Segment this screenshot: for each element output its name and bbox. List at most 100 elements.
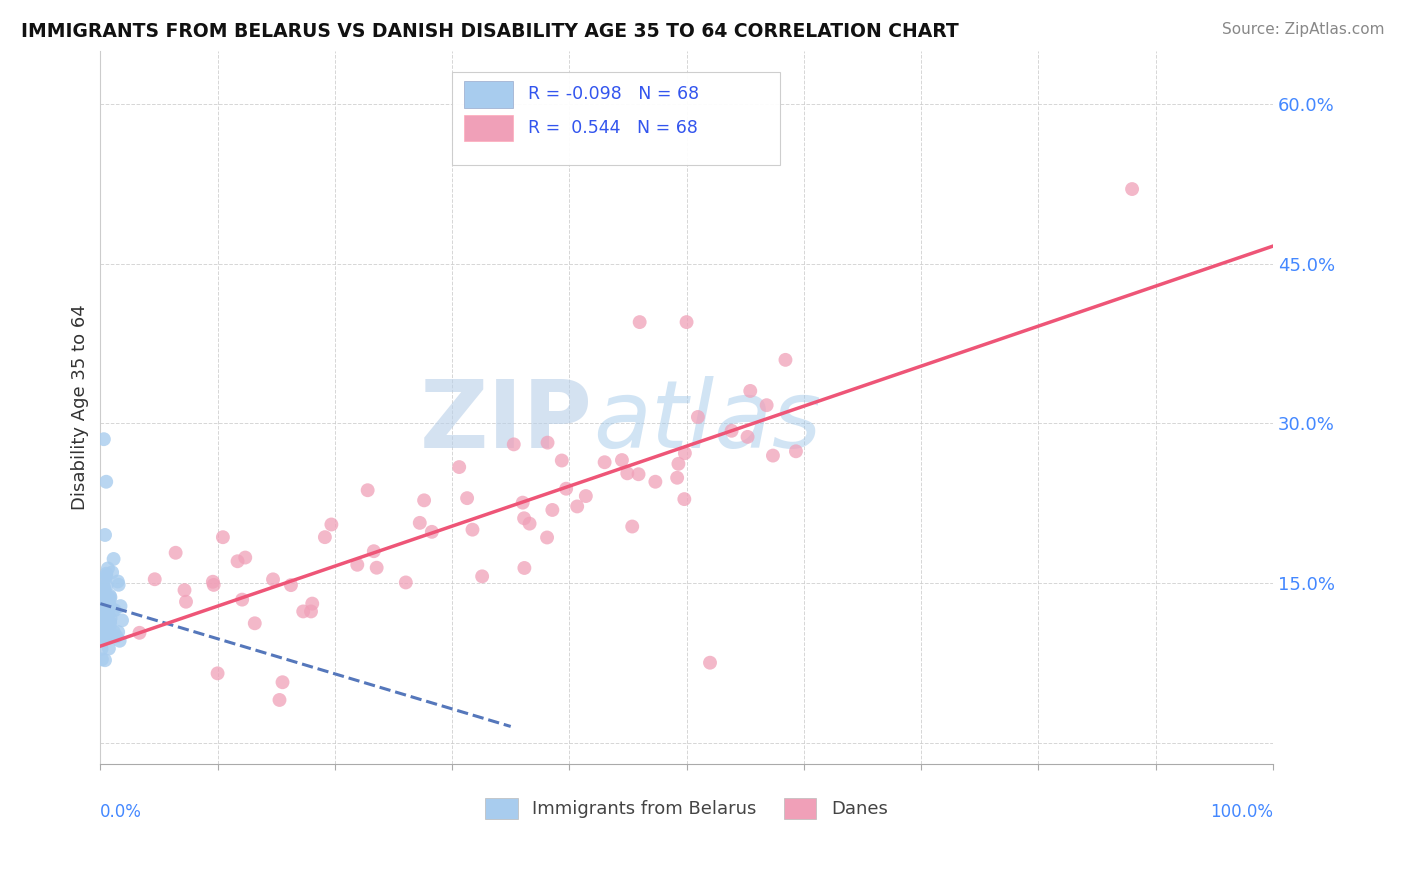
Text: R = -0.098   N = 68: R = -0.098 N = 68 — [529, 85, 699, 103]
Point — [668, 457, 690, 471]
Point — [243, 616, 266, 631]
Point — [775, 352, 797, 367]
Point — [107, 625, 129, 640]
Point — [165, 546, 187, 560]
Point — [541, 503, 564, 517]
Text: Source: ZipAtlas.com: Source: ZipAtlas.com — [1222, 22, 1385, 37]
Point — [96, 617, 118, 632]
Point — [593, 455, 616, 469]
Point — [94, 630, 117, 644]
Point — [740, 384, 762, 398]
Point — [105, 629, 128, 643]
Point — [356, 483, 378, 498]
Point — [456, 491, 478, 505]
Point — [90, 612, 112, 626]
Point — [202, 578, 225, 592]
FancyBboxPatch shape — [453, 72, 780, 165]
Point — [96, 566, 118, 581]
Point — [536, 531, 558, 545]
Point — [271, 675, 294, 690]
Point — [644, 475, 666, 489]
Point — [108, 633, 131, 648]
Point — [299, 604, 322, 618]
Point — [785, 444, 807, 458]
Point — [737, 430, 759, 444]
Point — [93, 630, 115, 644]
Point — [519, 516, 541, 531]
Point — [666, 471, 689, 485]
Point — [231, 592, 253, 607]
Point — [103, 552, 125, 566]
Point — [292, 604, 315, 618]
Point — [513, 561, 536, 575]
Point — [755, 398, 778, 412]
Point — [110, 599, 132, 613]
Point — [314, 530, 336, 544]
Point — [1121, 182, 1143, 196]
Point — [420, 524, 443, 539]
Point — [90, 652, 112, 666]
Point — [97, 607, 120, 622]
Point — [233, 550, 256, 565]
Point — [616, 467, 638, 481]
Point — [103, 624, 125, 639]
Point — [174, 595, 197, 609]
Point — [98, 591, 121, 606]
Point — [551, 453, 574, 467]
Point — [627, 467, 650, 482]
Point — [575, 489, 598, 503]
Text: 100.0%: 100.0% — [1209, 803, 1272, 821]
Point — [96, 579, 118, 593]
Point — [91, 615, 114, 630]
Point — [90, 608, 112, 623]
Point — [94, 618, 117, 632]
Legend: Immigrants from Belarus, Danes: Immigrants from Belarus, Danes — [478, 791, 894, 826]
Point — [93, 590, 115, 604]
Point — [395, 575, 418, 590]
Point — [96, 592, 118, 607]
Point — [471, 569, 494, 583]
Point — [90, 595, 112, 609]
Point — [461, 523, 484, 537]
Point — [98, 589, 121, 603]
Point — [90, 599, 112, 614]
Point — [212, 530, 235, 544]
Point — [94, 572, 117, 586]
Point — [502, 437, 524, 451]
Point — [93, 579, 115, 593]
Point — [96, 623, 118, 637]
Point — [94, 528, 117, 542]
Point — [96, 475, 118, 489]
Point — [262, 572, 284, 586]
Text: 0.0%: 0.0% — [100, 803, 142, 821]
Point — [91, 582, 114, 596]
Point — [111, 613, 134, 627]
Point — [699, 656, 721, 670]
Point — [98, 599, 121, 614]
Point — [93, 623, 115, 637]
Point — [567, 500, 589, 514]
Point — [301, 597, 323, 611]
Point — [93, 601, 115, 615]
Point — [269, 693, 291, 707]
Point — [513, 511, 536, 525]
Point — [97, 631, 120, 645]
Point — [94, 653, 117, 667]
Point — [90, 597, 112, 611]
Point — [96, 568, 118, 582]
Point — [98, 615, 121, 629]
Point — [128, 625, 150, 640]
Point — [346, 558, 368, 572]
Point — [97, 600, 120, 615]
Point — [93, 618, 115, 632]
Point — [93, 600, 115, 615]
Point — [97, 561, 120, 575]
Point — [98, 616, 121, 631]
Point — [98, 599, 121, 613]
Point — [93, 432, 115, 446]
Point — [107, 578, 129, 592]
Point — [555, 482, 578, 496]
Point — [100, 591, 122, 605]
Point — [280, 578, 302, 592]
Point — [686, 409, 709, 424]
